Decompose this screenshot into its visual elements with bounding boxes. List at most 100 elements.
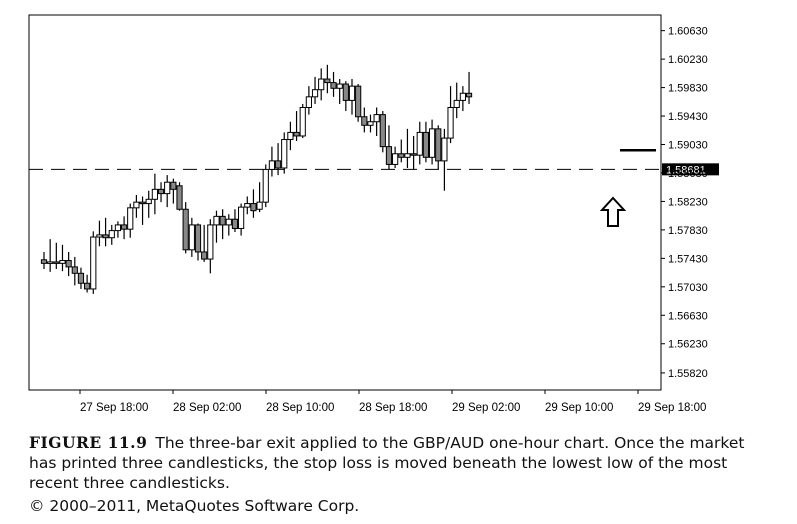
x-axis-ticks: 27 Sep 18:00 28 Sep 02:00 28 Sep 10:00 28 S…	[79, 390, 706, 414]
candle-body	[262, 168, 269, 203]
candle-body	[127, 207, 134, 230]
candle-body	[207, 224, 214, 260]
candle	[139, 196, 146, 225]
candle-body	[84, 282, 91, 290]
level-label-box	[662, 163, 719, 176]
candle	[465, 71, 473, 104]
candle-body	[231, 218, 239, 229]
candle-body	[416, 131, 423, 156]
candle-body	[465, 92, 473, 98]
candle-body	[65, 259, 72, 268]
candle-body	[238, 206, 245, 229]
candle	[379, 111, 386, 153]
candle-body	[404, 153, 411, 158]
candle-body	[441, 137, 448, 162]
y-tick-label: 1.58630	[668, 168, 708, 180]
candle	[40, 251, 48, 270]
candle	[244, 196, 251, 215]
level-label: 1.58681	[666, 164, 706, 176]
candle	[90, 231, 97, 294]
candle	[108, 224, 115, 245]
candle	[207, 219, 214, 274]
candle	[238, 203, 245, 236]
candle	[416, 121, 423, 165]
candle-body	[244, 203, 251, 208]
candle	[157, 182, 165, 203]
candle-body	[435, 128, 442, 162]
candle	[330, 71, 337, 97]
candle	[305, 86, 312, 115]
x-tick-label: 28 Sep 02:00	[173, 402, 241, 414]
figure-label: FIGURE 11.9	[29, 433, 148, 452]
caption-text: The three-bar exit applied to the GBP/AU…	[29, 434, 745, 492]
y-tick-label: 1.57430	[668, 253, 708, 265]
up-arrow-icon	[599, 196, 627, 227]
candle	[361, 107, 368, 133]
candle-body	[151, 188, 158, 200]
x-tick-label: 29 Sep 10:00	[545, 402, 613, 414]
candle	[348, 79, 356, 115]
y-tick-label: 1.56630	[668, 310, 708, 322]
candle	[65, 251, 72, 277]
candle	[274, 143, 282, 176]
candle-body	[77, 272, 85, 284]
y-tick-label: 1.57830	[668, 225, 708, 237]
y-tick-label: 1.60630	[668, 26, 708, 38]
candle	[422, 121, 430, 163]
candle	[428, 119, 436, 165]
level-line: 1.58681	[29, 163, 719, 176]
candle-body	[373, 114, 380, 123]
candle	[447, 86, 454, 144]
candle	[256, 182, 263, 213]
candle-body	[164, 181, 171, 195]
candle-body	[120, 224, 128, 230]
candle	[299, 103, 306, 139]
candle-body	[361, 116, 368, 126]
candle-body	[422, 131, 430, 158]
candle-body	[157, 188, 165, 195]
candle-body	[459, 92, 466, 101]
candle	[201, 224, 208, 262]
candle-body	[194, 224, 202, 253]
candle-body	[385, 146, 393, 165]
candle-body	[348, 85, 356, 101]
candle-body	[256, 201, 263, 210]
candle-body	[392, 153, 399, 165]
candle	[398, 139, 405, 163]
candle-body	[108, 230, 115, 239]
candle	[281, 132, 288, 174]
candle	[213, 210, 220, 243]
x-tick-label: 27 Sep 18:00	[80, 402, 148, 414]
candle-body	[96, 234, 103, 238]
candle-body	[311, 89, 319, 98]
candle-body	[398, 153, 405, 158]
candle-body	[170, 181, 177, 190]
candle	[77, 267, 85, 289]
candle	[404, 128, 411, 168]
candle-body	[379, 114, 386, 148]
x-tick-label: 29 Sep 02:00	[452, 402, 520, 414]
candle-body	[182, 208, 189, 251]
candle-body	[213, 215, 220, 226]
candle-body	[305, 96, 312, 109]
candle	[219, 209, 226, 240]
candle	[250, 189, 257, 218]
candle	[311, 76, 319, 104]
y-tick-label: 1.60230	[668, 54, 708, 66]
candle-body	[367, 121, 374, 126]
candle-body	[219, 215, 226, 226]
candle-body	[342, 83, 349, 101]
candle	[114, 221, 122, 238]
x-tick-label: 28 Sep 10:00	[266, 402, 334, 414]
plot-area	[28, 14, 662, 391]
y-tick-label: 1.58230	[668, 196, 708, 208]
candle-body	[410, 153, 417, 156]
candle-body	[225, 218, 232, 226]
candle	[231, 209, 239, 233]
candle	[459, 86, 466, 112]
candle	[287, 121, 294, 151]
figure-caption: FIGURE 11.9 The three-bar exit applied to…	[29, 433, 769, 493]
candle-body	[281, 139, 288, 169]
candle	[441, 128, 448, 191]
candle	[53, 242, 60, 270]
